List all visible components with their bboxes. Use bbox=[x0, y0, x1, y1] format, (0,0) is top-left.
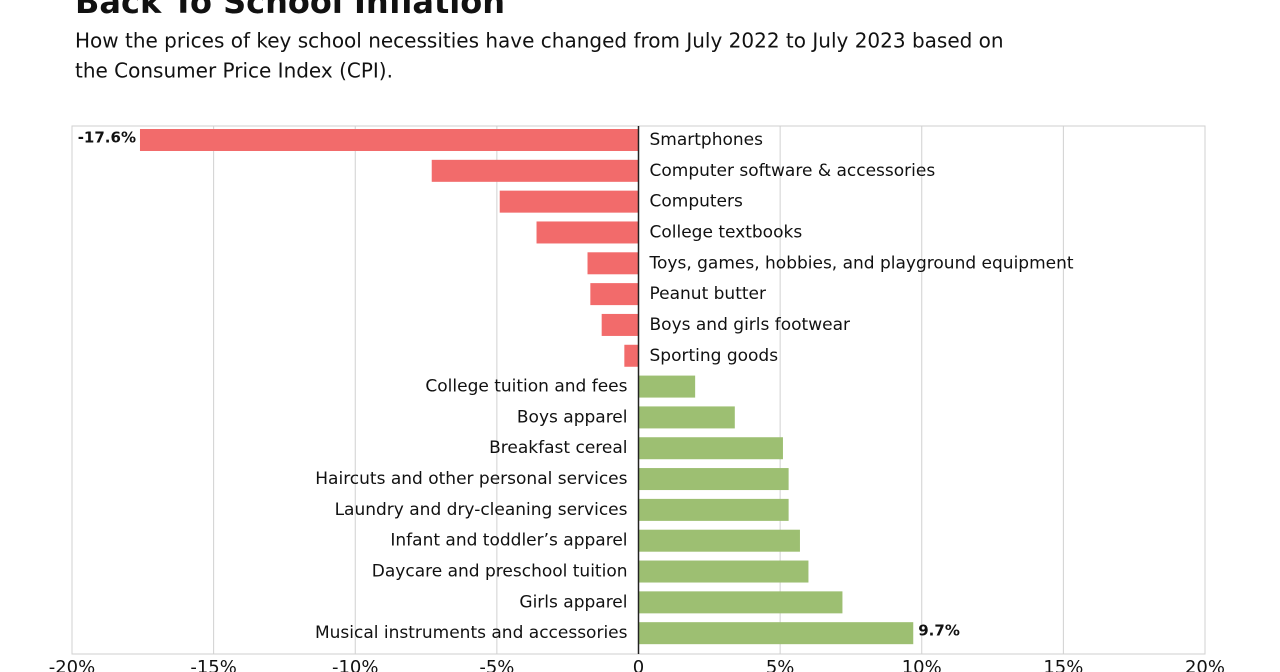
bar bbox=[587, 252, 639, 275]
category-label: Infant and toddler’s apparel bbox=[390, 531, 627, 551]
x-tick-label: -10% bbox=[332, 657, 379, 672]
bar bbox=[638, 591, 843, 614]
bar bbox=[638, 468, 789, 491]
x-tick-label: 20% bbox=[1185, 657, 1225, 672]
bar bbox=[638, 437, 783, 460]
category-label: Girls apparel bbox=[519, 592, 627, 612]
bar bbox=[638, 498, 789, 521]
category-label: Computer software & accessories bbox=[650, 161, 936, 181]
bar bbox=[536, 221, 639, 244]
x-tick-label: 10% bbox=[902, 657, 942, 672]
bar bbox=[638, 560, 809, 583]
chart-title: Back To School Inflation bbox=[75, 0, 505, 21]
bar bbox=[638, 406, 735, 429]
bar bbox=[638, 529, 800, 552]
value-label: 9.7% bbox=[918, 622, 960, 640]
x-tick-label: -15% bbox=[190, 657, 237, 672]
value-label: -17.6% bbox=[78, 129, 136, 147]
category-label: College tuition and fees bbox=[425, 377, 627, 397]
bar bbox=[499, 190, 639, 213]
category-label: College textbooks bbox=[650, 222, 803, 242]
category-label: Smartphones bbox=[650, 130, 764, 150]
bar bbox=[431, 159, 639, 182]
category-label: Boys and girls footwear bbox=[650, 315, 850, 335]
bar bbox=[624, 344, 639, 367]
bar bbox=[590, 283, 639, 306]
x-tick-label: -5% bbox=[479, 657, 514, 672]
bar bbox=[601, 313, 639, 336]
bar bbox=[638, 622, 914, 645]
chart-subtitle: the Consumer Price Index (CPI). bbox=[75, 59, 393, 83]
category-label: Musical instruments and accessories bbox=[315, 623, 628, 643]
bar bbox=[139, 129, 639, 151]
category-label: Toys, games, hobbies, and playground equ… bbox=[649, 253, 1074, 273]
category-label: Haircuts and other personal services bbox=[315, 469, 627, 489]
category-label: Boys apparel bbox=[517, 407, 628, 427]
x-tick-label: 5% bbox=[766, 657, 795, 672]
category-label: Laundry and dry-cleaning services bbox=[335, 500, 628, 520]
category-label: Daycare and preschool tuition bbox=[372, 562, 628, 582]
chart-subtitle: How the prices of key school necessities… bbox=[75, 29, 1004, 53]
category-label: Peanut butter bbox=[650, 284, 767, 304]
bar bbox=[638, 375, 696, 398]
category-label: Breakfast cereal bbox=[489, 438, 627, 458]
x-tick-label: 0 bbox=[633, 657, 644, 672]
x-tick-label: 15% bbox=[1043, 657, 1083, 672]
x-tick-label: -20% bbox=[49, 657, 96, 672]
category-label: Sporting goods bbox=[650, 346, 779, 366]
category-label: Computers bbox=[650, 192, 744, 212]
